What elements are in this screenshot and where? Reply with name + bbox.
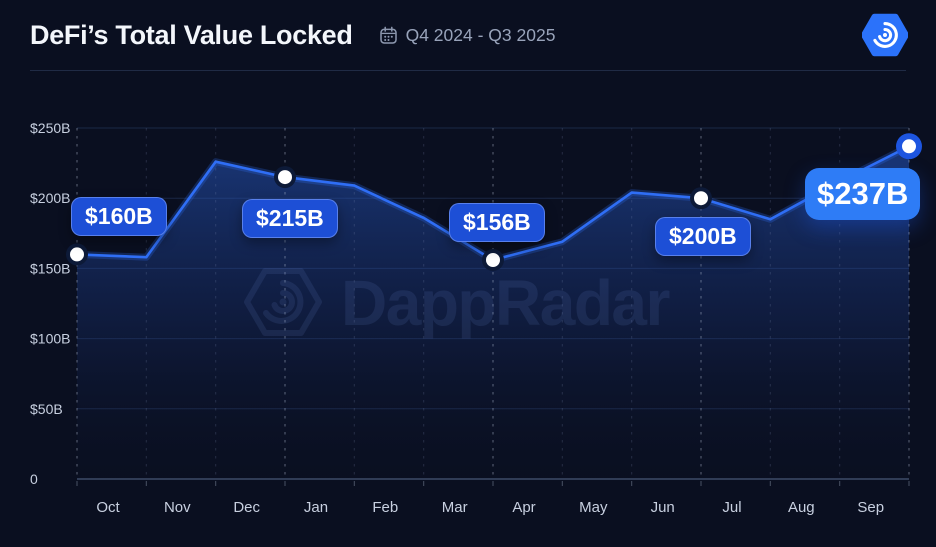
y-tick-label: $150B	[30, 260, 70, 276]
value-label: $237B	[805, 168, 921, 220]
watermark: DappRadar	[244, 267, 671, 339]
y-tick-label: $50B	[30, 401, 63, 417]
data-point-dot	[694, 191, 708, 206]
x-tick-label: Oct	[96, 499, 120, 516]
x-tick-label: May	[579, 499, 608, 516]
calendar-icon	[379, 26, 397, 44]
data-point-dot	[70, 247, 84, 262]
page-title: DeFi’s Total Value Locked	[30, 19, 353, 50]
header-divider	[30, 70, 906, 71]
period-label: Q4 2024 - Q3 2025	[405, 24, 556, 45]
y-tick-label: $250B	[30, 120, 70, 136]
x-tick-label: Feb	[372, 499, 398, 516]
y-tick-label: $200B	[30, 190, 70, 206]
header: DeFi’s Total Value Locked Q4 2024 - Q3 2…	[30, 0, 908, 70]
data-point-dot	[278, 170, 292, 185]
y-tick-label: $100B	[30, 331, 70, 347]
data-point-dot	[902, 139, 916, 154]
x-tick-label: Dec	[233, 499, 260, 516]
value-label: $160B	[71, 197, 167, 236]
data-point-dot	[486, 253, 500, 267]
x-tick-label: Aug	[788, 499, 815, 516]
period: Q4 2024 - Q3 2025	[379, 24, 556, 46]
value-label: $215B	[242, 199, 338, 238]
x-tick-label: Jul	[722, 499, 741, 516]
value-label: $156B	[449, 203, 545, 242]
dappradar-logo-icon	[861, 12, 909, 58]
x-tick-label: Sep	[857, 499, 884, 516]
y-tick-label: 0	[30, 471, 38, 487]
watermark-hexagon-icon	[244, 268, 322, 336]
x-tick-label: Nov	[164, 499, 191, 516]
value-label: $200B	[655, 217, 751, 256]
x-tick-label: Jun	[651, 499, 675, 516]
x-tick-label: Mar	[442, 499, 468, 516]
x-tick-label: Jan	[304, 499, 328, 516]
x-tick-label: Apr	[512, 499, 535, 516]
watermark-text: DappRadar	[341, 267, 670, 339]
